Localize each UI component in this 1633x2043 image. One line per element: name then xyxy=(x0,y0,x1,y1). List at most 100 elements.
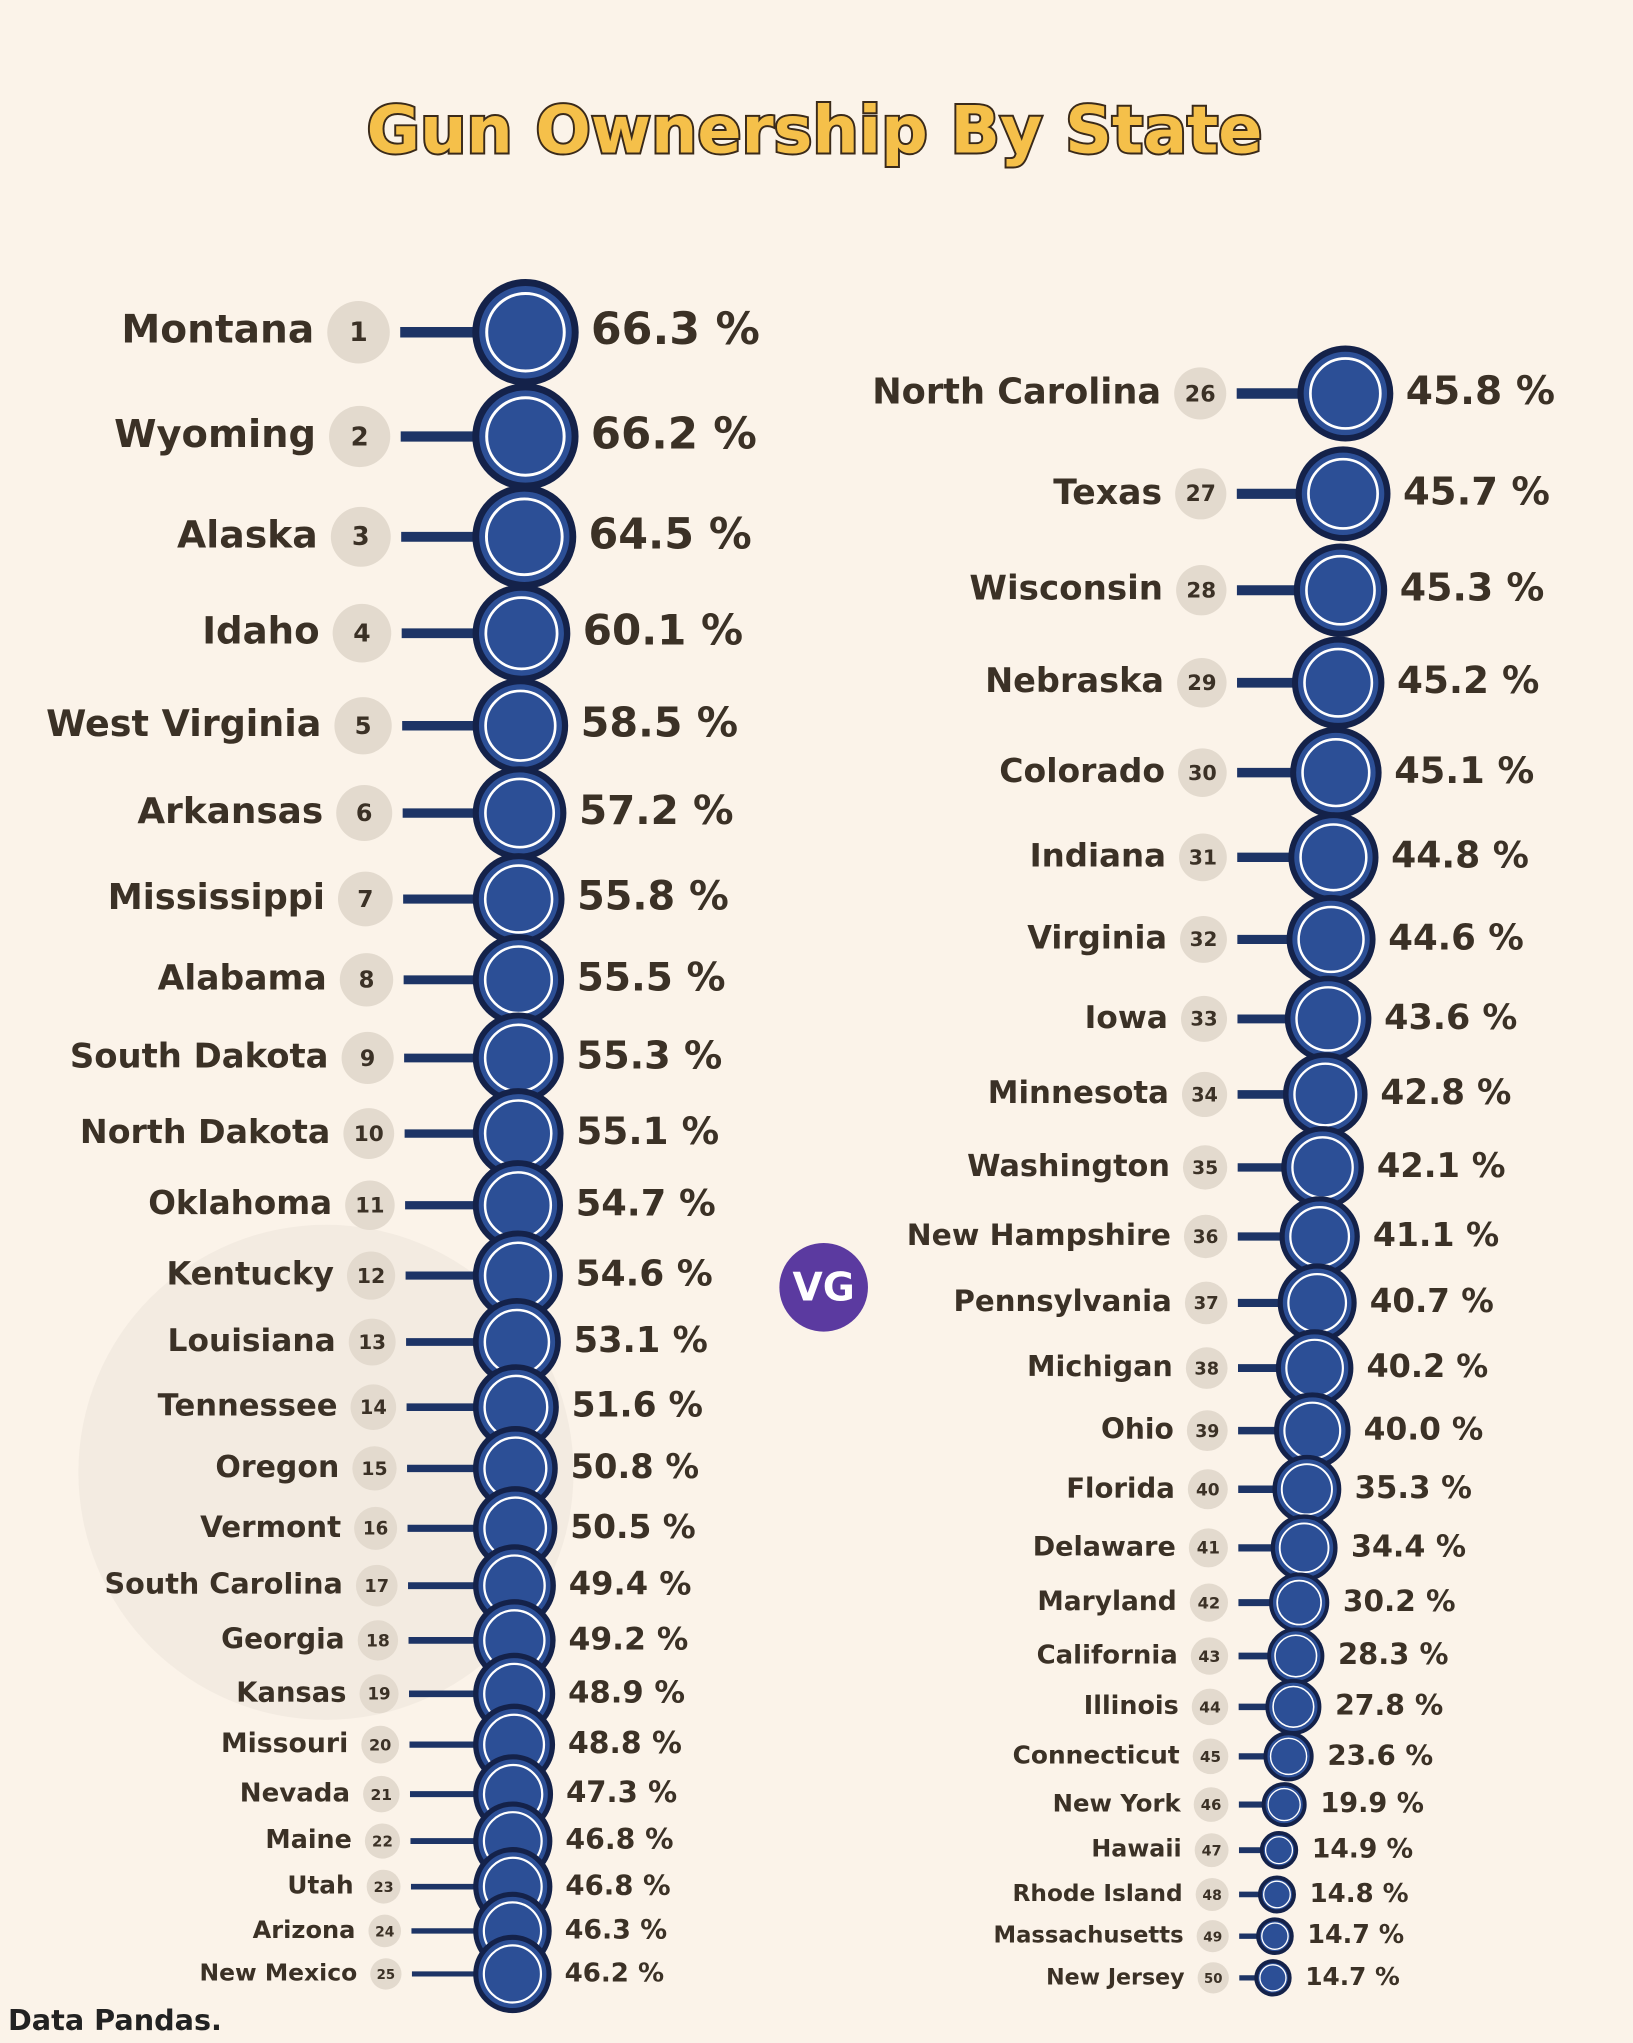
value-label: 45.3 % xyxy=(1400,566,1545,610)
state-name: Arizona xyxy=(253,1916,356,1944)
value-label: 14.9 % xyxy=(1312,1834,1413,1865)
rank: 33 xyxy=(1190,1008,1217,1031)
state-name: New York xyxy=(1053,1789,1182,1818)
value-label: 54.7 % xyxy=(576,1182,716,1225)
rank: 20 xyxy=(369,1735,391,1754)
rank: 28 xyxy=(1186,579,1216,604)
value-circle-ring xyxy=(485,497,564,577)
value-label: 42.8 % xyxy=(1380,1073,1511,1113)
value-label: 41.1 % xyxy=(1373,1215,1499,1254)
rank-badge xyxy=(1191,1688,1229,1726)
value-circle xyxy=(472,1012,564,1104)
state-name: Massachusetts xyxy=(994,1923,1184,1949)
value-label: 55.1 % xyxy=(576,1109,719,1153)
rank-badge xyxy=(334,697,392,755)
rank: 24 xyxy=(375,1924,394,1940)
rank-badge xyxy=(341,1031,394,1085)
state-name: Maine xyxy=(265,1824,351,1854)
value-circle xyxy=(1259,1830,1299,1870)
value-label: 46.8 % xyxy=(565,1869,670,1902)
rank-badge xyxy=(363,1775,400,1813)
value-label: 55.3 % xyxy=(576,1034,722,1078)
rank: 17 xyxy=(364,1577,389,1597)
state-name: Ohio xyxy=(1101,1413,1174,1446)
rank-badge xyxy=(1183,1214,1228,1259)
state-name: Arkansas xyxy=(137,791,323,832)
rank: 32 xyxy=(1190,928,1218,951)
rank-badge xyxy=(343,1108,395,1159)
rank: 26 xyxy=(1185,381,1216,407)
rank-badge xyxy=(354,1506,398,1550)
value-circle xyxy=(1281,1126,1364,1209)
state-name: Nevada xyxy=(240,1779,350,1809)
state-name: North Dakota xyxy=(80,1112,330,1151)
rank: 34 xyxy=(1191,1083,1218,1106)
rank-badge xyxy=(1177,657,1227,708)
value-circle xyxy=(1277,1263,1357,1343)
value-circle xyxy=(1254,1959,1292,1997)
rank: 18 xyxy=(366,1632,390,1652)
state-name: Montana xyxy=(121,308,314,353)
rank: 35 xyxy=(1192,1158,1218,1179)
value-label: 40.0 % xyxy=(1364,1412,1484,1448)
value-circle xyxy=(1272,1454,1342,1524)
value-circle-ring xyxy=(1307,457,1379,530)
rank-badge xyxy=(1181,1071,1228,1118)
state-name: California xyxy=(1037,1641,1178,1671)
rank: 30 xyxy=(1188,761,1217,785)
rank-badge xyxy=(1184,1281,1228,1325)
state-name: New Hampshire xyxy=(907,1218,1171,1253)
value-label: 30.2 % xyxy=(1343,1584,1456,1618)
value-circle xyxy=(472,584,571,683)
state-name: Georgia xyxy=(221,1622,345,1655)
value-circle xyxy=(1256,1917,1294,1955)
value-circle xyxy=(1269,1572,1330,1633)
value-label: 44.8 % xyxy=(1391,833,1529,876)
state-name: Minnesota xyxy=(988,1075,1169,1111)
state-name: New Jersey xyxy=(1046,1964,1185,1990)
value-circle xyxy=(472,484,577,589)
rank: 29 xyxy=(1187,670,1216,695)
value-circle-ring xyxy=(1263,1880,1291,1909)
state-name: Colorado xyxy=(999,751,1165,790)
value-circle xyxy=(472,766,567,860)
rank: 11 xyxy=(355,1193,384,1218)
value-label: 42.1 % xyxy=(1377,1146,1506,1185)
value-label: 50.5 % xyxy=(570,1507,695,1546)
value-circle xyxy=(472,279,579,386)
rank: 22 xyxy=(372,1832,393,1850)
value-circle xyxy=(472,934,565,1026)
rank: 49 xyxy=(1203,1929,1222,1945)
state-name: Missouri xyxy=(221,1728,348,1759)
value-circle xyxy=(1270,1514,1338,1582)
rank: 5 xyxy=(355,711,372,740)
value-circle xyxy=(472,853,565,945)
value-label: 48.9 % xyxy=(568,1675,685,1710)
rank: 25 xyxy=(377,1968,395,1983)
value-circle-ring xyxy=(484,689,557,762)
value-circle xyxy=(1290,726,1382,819)
value-label: 14.8 % xyxy=(1310,1879,1409,1909)
logo: VG xyxy=(793,1265,855,1310)
rank: 48 xyxy=(1202,1888,1222,1904)
value-circle-ring xyxy=(1293,1062,1358,1127)
rank-badge xyxy=(1195,1877,1229,1911)
rank-badge xyxy=(1192,1738,1229,1775)
value-label: 35.3 % xyxy=(1355,1470,1472,1506)
rank-badge xyxy=(330,506,391,567)
value-label: 45.7 % xyxy=(1403,469,1550,514)
value-label: 14.7 % xyxy=(1305,1962,1400,1991)
rank: 13 xyxy=(358,1331,386,1354)
state-name: Indiana xyxy=(1030,836,1166,874)
state-name: New Mexico xyxy=(200,1958,358,1986)
value-circle xyxy=(1288,812,1379,903)
rank: 41 xyxy=(1197,1539,1220,1558)
state-name: Florida xyxy=(1066,1471,1175,1504)
value-label: 23.6 % xyxy=(1327,1738,1433,1771)
state-name: Kansas xyxy=(236,1677,346,1708)
state-name: South Dakota xyxy=(70,1036,329,1075)
state-name: Texas xyxy=(1053,473,1162,513)
rank: 23 xyxy=(374,1880,394,1896)
value-label: 34.4 % xyxy=(1351,1529,1466,1564)
value-label: 49.2 % xyxy=(569,1621,689,1657)
